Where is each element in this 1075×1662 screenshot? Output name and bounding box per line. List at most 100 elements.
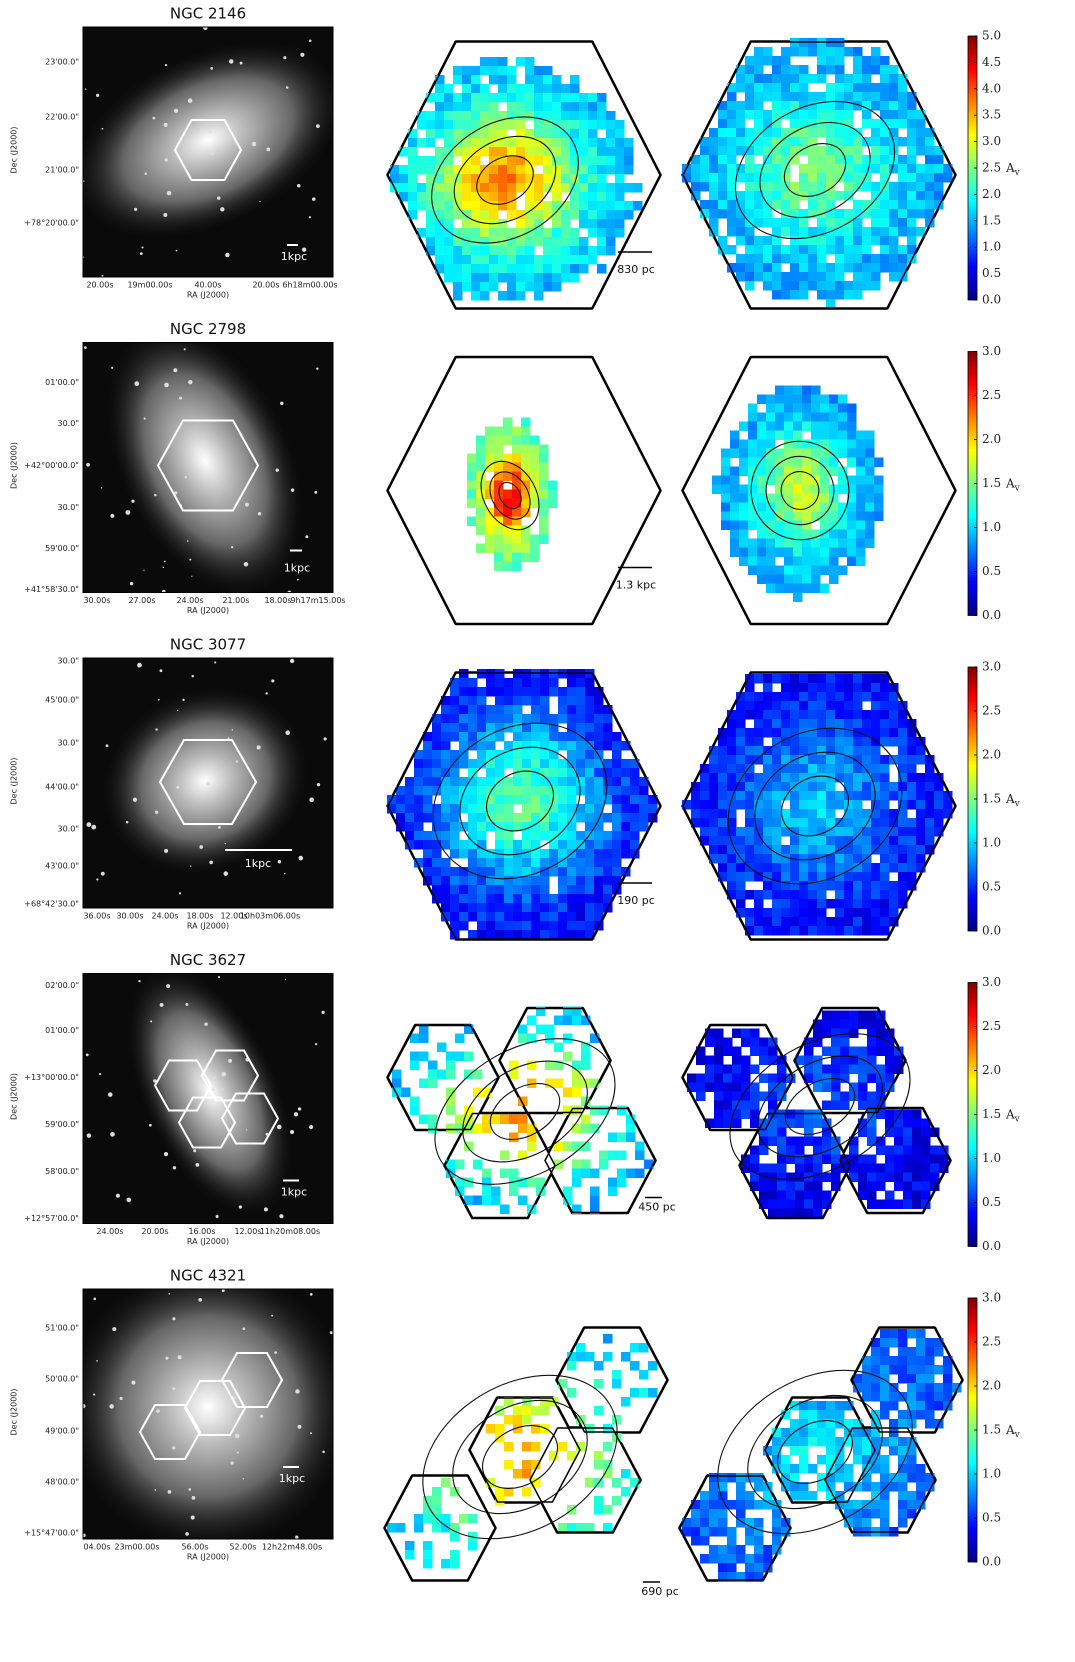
map-pixel	[732, 1029, 742, 1039]
map-pixel	[435, 93, 445, 103]
map-pixel	[504, 921, 514, 931]
map-pixel	[745, 191, 755, 201]
map-pixel	[691, 800, 701, 810]
star	[110, 1132, 115, 1137]
map-pixel	[588, 102, 598, 112]
map-pixel	[871, 1347, 881, 1357]
map-pixel	[790, 863, 800, 873]
map-pixel	[723, 1065, 733, 1075]
map-pixel	[563, 1187, 573, 1197]
map-pixel	[522, 894, 532, 904]
map-pixel	[503, 490, 513, 500]
map-pixel	[739, 512, 749, 522]
map-pixel	[790, 746, 800, 756]
map-pixel	[880, 164, 890, 174]
map-pixel	[585, 1523, 595, 1533]
map-pixel	[718, 236, 728, 246]
map-pixel	[709, 209, 719, 219]
map-pixel	[585, 921, 595, 931]
map-pixel	[531, 750, 541, 760]
map-pixel	[441, 1478, 451, 1488]
map-pixel	[853, 272, 863, 282]
map-pixel	[829, 557, 839, 567]
map-pixel	[432, 750, 442, 760]
dec-tick-label: +41°58'30.0"	[24, 585, 79, 594]
map-pixel	[450, 894, 460, 904]
map-pixel	[838, 404, 848, 414]
map-pixel	[718, 146, 728, 156]
map-pixel	[639, 1370, 649, 1380]
map-pixel	[763, 254, 773, 264]
map-pixel	[799, 836, 809, 846]
map-pixel	[513, 696, 523, 706]
map-pixel	[581, 1160, 591, 1170]
map-pixel	[853, 845, 863, 855]
map-pixel	[543, 255, 553, 265]
map-pixel	[795, 1182, 805, 1192]
map-pixel	[450, 1532, 460, 1542]
star	[187, 540, 189, 542]
map-pixel	[799, 83, 809, 93]
map-pixel	[530, 481, 540, 491]
map-pixel	[462, 66, 472, 76]
map-pixel	[862, 899, 872, 909]
map-pixel	[739, 467, 749, 477]
map-pixel	[777, 1164, 787, 1174]
map-pixel	[648, 1388, 658, 1398]
map-pixel	[730, 521, 740, 531]
map-pixel	[835, 272, 845, 282]
map-pixel	[754, 917, 764, 927]
map-pixel	[813, 1200, 823, 1210]
map-pixel	[790, 119, 800, 129]
map-pixel	[790, 881, 800, 891]
page: {"figure": {"rows": [ {"title": "NGC 214…	[0, 0, 1075, 1658]
map-pixel	[736, 782, 746, 792]
map-pixel	[516, 102, 526, 112]
map-pixel	[804, 1182, 814, 1192]
map-pixel	[838, 440, 848, 450]
map-pixel	[880, 83, 890, 93]
map-pixel	[916, 827, 926, 837]
map-pixel	[754, 74, 764, 84]
map-pixel	[477, 795, 487, 805]
map-pixel	[775, 485, 785, 495]
map-pixel	[790, 917, 800, 927]
map-pixel	[516, 84, 526, 94]
map-pixel	[567, 813, 577, 823]
map-pixel	[428, 1079, 438, 1089]
map-pixel	[925, 764, 935, 774]
map-pixel	[426, 165, 436, 175]
map-pixel	[829, 521, 839, 531]
map-pixel	[829, 413, 839, 423]
map-pixel	[730, 512, 740, 522]
map-pixel	[916, 1473, 926, 1483]
map-pixel	[513, 858, 523, 868]
map-pixel	[446, 1106, 456, 1116]
panel-row: NGC 27981kpc01'00.0"30.0"+42°00'00.0"30.…	[10, 287, 1021, 635]
map-pixel	[567, 678, 577, 688]
map-pixel	[516, 255, 526, 265]
map-pixel	[718, 1563, 728, 1573]
map-pixel	[862, 926, 872, 936]
map-pixel	[795, 1200, 805, 1210]
map-pixel	[750, 1029, 760, 1039]
map-pixel	[539, 463, 549, 473]
map-pixel	[768, 1074, 778, 1084]
map-pixel	[518, 1124, 528, 1134]
star	[126, 510, 131, 515]
map-pixel	[856, 467, 866, 477]
map-pixel	[745, 1500, 755, 1510]
star	[189, 559, 191, 561]
map-pixel	[516, 147, 526, 157]
colorbar-tick-label: 0.5	[982, 1195, 1001, 1209]
map-pixel	[853, 908, 863, 918]
map-pixel	[775, 575, 785, 585]
map-pixel	[874, 512, 884, 522]
map-pixel	[907, 209, 917, 219]
map-pixel	[435, 228, 445, 238]
map-scale-label: 190 pc	[617, 894, 655, 907]
map-pixel	[615, 192, 625, 202]
map-pixel	[597, 102, 607, 112]
map-pixel	[772, 146, 782, 156]
map-pixel	[808, 1491, 818, 1501]
